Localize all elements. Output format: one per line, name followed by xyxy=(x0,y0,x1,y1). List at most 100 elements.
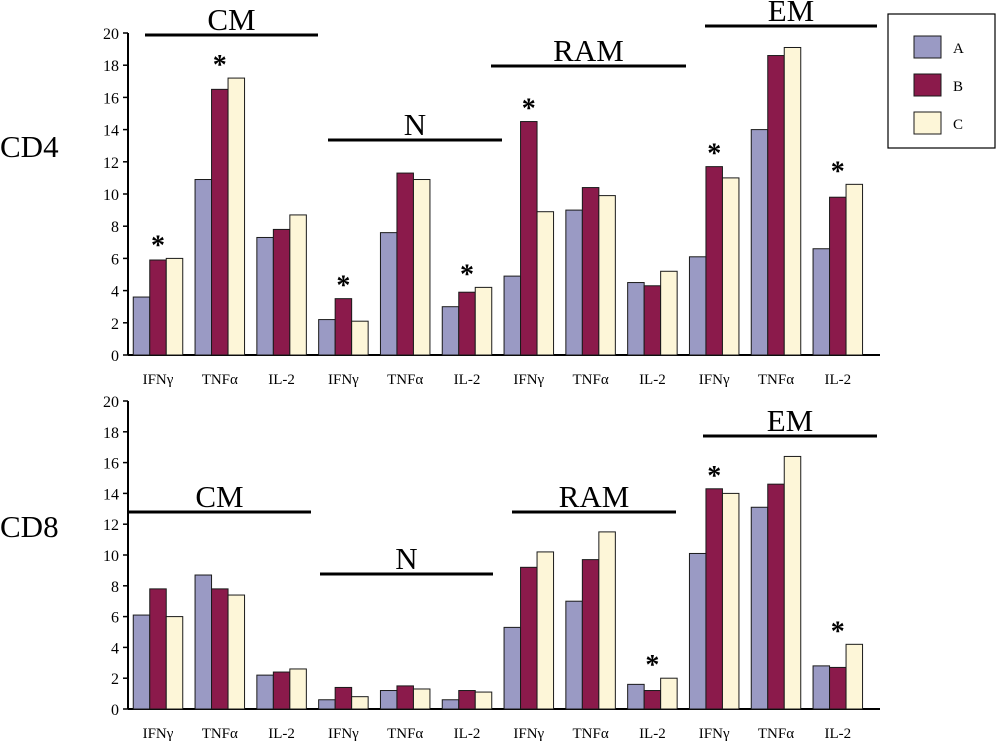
bar-c xyxy=(721,177,740,356)
bar-a xyxy=(318,699,336,710)
legend: A B C xyxy=(887,13,996,149)
bar-c xyxy=(598,195,616,356)
bar-c xyxy=(783,455,802,710)
legend-swatch-c xyxy=(913,111,942,135)
y-tick-label: 6 xyxy=(111,610,119,627)
y-tick-label: 12 xyxy=(103,155,119,172)
bar-b xyxy=(458,291,476,356)
bar-a xyxy=(441,306,460,356)
y-tick-label: 0 xyxy=(111,348,119,365)
y-tick-label: 14 xyxy=(103,123,119,140)
bar-a xyxy=(688,256,707,356)
bar-b xyxy=(458,690,476,710)
bar-b xyxy=(396,685,414,710)
legend-label: A xyxy=(953,41,964,57)
y-tick-label: 12 xyxy=(103,517,119,534)
category-label: IL-2 xyxy=(268,726,295,742)
bar-a xyxy=(194,179,213,356)
bar-b xyxy=(705,488,723,710)
group-label: EM xyxy=(768,0,815,28)
y-tick-label: 16 xyxy=(103,456,119,473)
bar-a xyxy=(627,282,645,356)
bar-a xyxy=(750,129,769,356)
category-label: IL-2 xyxy=(639,726,666,742)
y-tick-label: 10 xyxy=(103,548,119,565)
bar-c xyxy=(227,77,246,356)
y-tick-label: 18 xyxy=(103,425,119,442)
bar-b xyxy=(211,588,229,710)
group-label: CM xyxy=(207,2,255,37)
bar-c xyxy=(165,257,184,356)
category-label: IL-2 xyxy=(454,372,481,388)
bar-c xyxy=(536,551,555,710)
group-label: CM xyxy=(195,479,243,514)
bar-b xyxy=(211,88,229,356)
bar-c xyxy=(351,320,369,356)
significance-marker: * xyxy=(213,50,227,81)
y-tick-label: 16 xyxy=(103,90,119,107)
bar-c xyxy=(474,691,493,710)
bar-c xyxy=(412,688,431,710)
category-label: IFNγ xyxy=(513,726,544,742)
bar-a xyxy=(565,209,583,356)
y-tick-label: 4 xyxy=(111,284,119,301)
bar-a xyxy=(565,600,583,710)
y-tick-label: 4 xyxy=(111,640,119,657)
bar-b xyxy=(149,259,167,356)
bar-a xyxy=(379,232,398,356)
y-tick-label: 20 xyxy=(103,394,119,411)
category-label: IL-2 xyxy=(824,726,851,742)
cd8-panel: CD8 0 2 4 6 8 10 12 14 16 18 20 IFNγ TNFα IL-2 IFNγ TNFα… xyxy=(0,394,880,742)
legend-swatch-a xyxy=(913,35,942,59)
bar-a xyxy=(812,665,831,710)
y-tick-label: 20 xyxy=(103,26,119,43)
category-label: IFNγ xyxy=(143,372,174,388)
bar-a xyxy=(256,236,274,356)
significance-marker: * xyxy=(831,156,845,187)
y-tick-label: 8 xyxy=(111,579,119,596)
bar-b xyxy=(334,298,353,356)
bar-c xyxy=(412,179,431,356)
y-tick-label: 0 xyxy=(111,702,119,719)
group-label: RAM xyxy=(559,479,630,514)
bar-b xyxy=(581,559,600,710)
bar-c xyxy=(289,214,307,356)
legend-label: B xyxy=(953,79,963,95)
bar-c xyxy=(598,531,616,710)
significance-marker: * xyxy=(460,259,474,290)
y-tick-label: 18 xyxy=(103,58,119,75)
bar-a xyxy=(256,674,274,710)
significance-marker: * xyxy=(707,139,721,170)
significance-marker: * xyxy=(522,94,536,125)
category-label: IL-2 xyxy=(454,726,481,742)
significance-marker: * xyxy=(707,461,721,492)
category-label: TNFα xyxy=(202,726,238,742)
bar-c xyxy=(227,594,246,710)
bar-c xyxy=(845,643,864,710)
y-tick-label: 2 xyxy=(111,316,119,333)
panel-label: CD4 xyxy=(0,129,59,164)
bar-b xyxy=(829,666,847,710)
significance-marker: * xyxy=(645,650,659,681)
bar-b xyxy=(520,566,538,710)
bar-a xyxy=(441,699,460,710)
bar-a xyxy=(132,296,151,356)
bar-b xyxy=(334,686,353,710)
group-label: N xyxy=(404,107,426,142)
bar-b xyxy=(643,690,662,710)
y-tick-label: 8 xyxy=(111,219,119,236)
bar-b xyxy=(149,588,167,710)
category-label: TNFα xyxy=(572,372,608,388)
panel-label: CD8 xyxy=(0,509,59,544)
bar-c xyxy=(660,677,678,710)
group-label: N xyxy=(395,541,417,576)
bar-b xyxy=(520,121,538,356)
category-label: IFNγ xyxy=(143,726,174,742)
bar-a xyxy=(627,683,645,710)
bar-b xyxy=(581,187,600,356)
category-label: IL-2 xyxy=(824,372,851,388)
bar-b xyxy=(272,671,291,710)
significance-marker: * xyxy=(151,230,165,261)
group-label: RAM xyxy=(553,33,624,68)
bar-a xyxy=(812,248,831,356)
